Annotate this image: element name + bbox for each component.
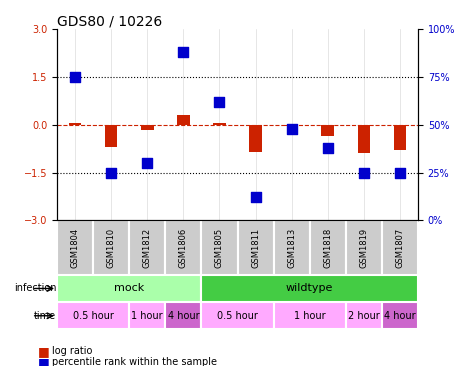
- Point: [216, 99, 223, 105]
- Text: GSM1810: GSM1810: [107, 228, 115, 268]
- Bar: [394, 125, 406, 150]
- Point: [396, 169, 404, 175]
- Bar: [105, 125, 117, 147]
- Text: GSM1819: GSM1819: [360, 228, 368, 268]
- Text: percentile rank within the sample: percentile rank within the sample: [52, 357, 217, 366]
- FancyBboxPatch shape: [201, 220, 238, 275]
- Bar: [285, 125, 298, 126]
- Bar: [322, 125, 334, 136]
- Bar: [141, 125, 153, 130]
- FancyBboxPatch shape: [165, 220, 201, 275]
- Bar: [249, 125, 262, 152]
- Bar: [177, 115, 190, 125]
- Text: 4 hour: 4 hour: [168, 311, 199, 321]
- Text: ■: ■: [38, 356, 50, 366]
- FancyBboxPatch shape: [274, 220, 310, 275]
- FancyBboxPatch shape: [201, 275, 418, 302]
- Text: 0.5 hour: 0.5 hour: [217, 311, 258, 321]
- Point: [252, 194, 259, 200]
- FancyBboxPatch shape: [346, 302, 382, 329]
- Text: GSM1818: GSM1818: [323, 227, 332, 268]
- Bar: [69, 123, 81, 125]
- Text: GSM1813: GSM1813: [287, 227, 296, 268]
- FancyBboxPatch shape: [382, 302, 418, 329]
- Point: [143, 160, 151, 166]
- Point: [324, 145, 332, 151]
- Text: 0.5 hour: 0.5 hour: [73, 311, 114, 321]
- Text: ■: ■: [38, 345, 50, 358]
- Text: GSM1807: GSM1807: [396, 227, 404, 268]
- FancyBboxPatch shape: [129, 220, 165, 275]
- FancyBboxPatch shape: [310, 220, 346, 275]
- Text: wildtype: wildtype: [286, 284, 333, 294]
- FancyBboxPatch shape: [346, 220, 382, 275]
- Point: [107, 169, 115, 175]
- FancyBboxPatch shape: [93, 220, 129, 275]
- Bar: [358, 125, 370, 153]
- FancyBboxPatch shape: [57, 220, 93, 275]
- FancyBboxPatch shape: [129, 302, 165, 329]
- Point: [288, 126, 295, 131]
- Text: 1 hour: 1 hour: [294, 311, 325, 321]
- Text: 4 hour: 4 hour: [384, 311, 416, 321]
- Text: GDS80 / 10226: GDS80 / 10226: [57, 14, 162, 28]
- Text: infection: infection: [14, 284, 56, 294]
- FancyBboxPatch shape: [201, 302, 274, 329]
- Text: GSM1811: GSM1811: [251, 228, 260, 268]
- Text: mock: mock: [114, 284, 144, 294]
- Text: GSM1812: GSM1812: [143, 228, 152, 268]
- FancyBboxPatch shape: [274, 302, 346, 329]
- Point: [71, 74, 79, 80]
- Text: GSM1804: GSM1804: [71, 228, 79, 268]
- FancyBboxPatch shape: [57, 275, 201, 302]
- FancyBboxPatch shape: [238, 220, 274, 275]
- FancyBboxPatch shape: [57, 302, 129, 329]
- Text: time: time: [34, 311, 56, 321]
- Text: GSM1805: GSM1805: [215, 228, 224, 268]
- Text: log ratio: log ratio: [52, 346, 93, 356]
- Bar: [213, 123, 226, 125]
- Point: [360, 169, 368, 175]
- FancyBboxPatch shape: [165, 302, 201, 329]
- Text: 2 hour: 2 hour: [348, 311, 380, 321]
- FancyBboxPatch shape: [382, 220, 418, 275]
- Text: 1 hour: 1 hour: [132, 311, 163, 321]
- Point: [180, 49, 187, 55]
- Text: GSM1806: GSM1806: [179, 227, 188, 268]
